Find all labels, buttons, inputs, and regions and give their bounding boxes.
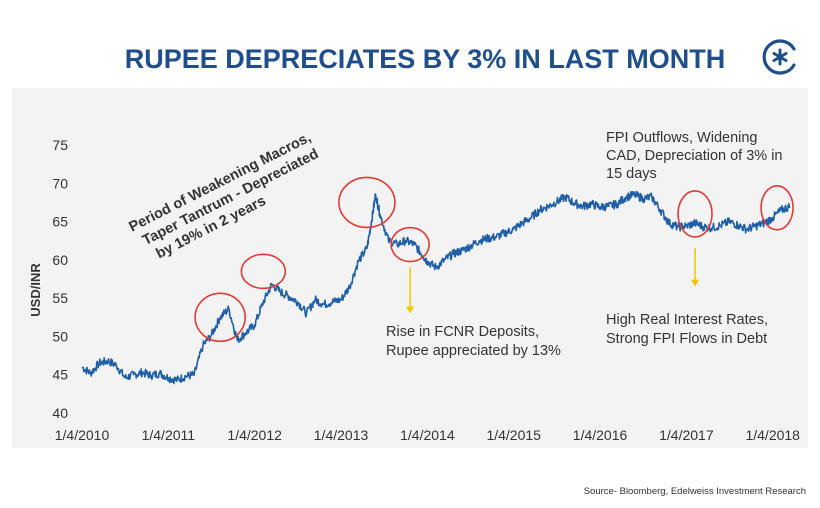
x-tick-label: 1/4/2011 bbox=[142, 427, 196, 443]
source-note: Source- Bloomberg, Edelweiss Investment … bbox=[584, 486, 806, 497]
asterisk-logo-icon bbox=[762, 39, 796, 75]
annotation-line: High Real Interest Rates, bbox=[606, 312, 768, 328]
annotation-line: CAD, Depreciation of 3% in bbox=[606, 148, 783, 164]
x-tick-label: 1/4/2018 bbox=[745, 427, 800, 443]
highlight-circle bbox=[240, 253, 287, 290]
annotation-line: Rupee appreciated by 13% bbox=[386, 343, 561, 359]
y-axis-title: USD/INR bbox=[28, 263, 43, 317]
x-tick-label: 1/4/2015 bbox=[486, 427, 541, 443]
y-tick-label: 65 bbox=[52, 214, 68, 230]
series-line bbox=[81, 190, 791, 385]
highlight-circle bbox=[338, 176, 396, 229]
annotation-fpi-outflows: FPI Outflows, Widening CAD, Depreciation… bbox=[606, 130, 787, 182]
y-axis-ticks: 40 45 50 55 60 65 70 75 bbox=[52, 137, 68, 421]
x-tick-label: 1/4/2016 bbox=[573, 427, 628, 443]
annotation-real-interest-rates: High Real Interest Rates, Strong FPI Flo… bbox=[606, 312, 772, 347]
highlight-circle bbox=[194, 292, 246, 343]
highlight-circle bbox=[760, 184, 794, 231]
y-tick-label: 75 bbox=[52, 137, 68, 153]
y-tick-label: 70 bbox=[52, 175, 68, 191]
y-tick-label: 60 bbox=[52, 252, 68, 268]
annotation-line: FPI Outflows, Widening bbox=[606, 130, 758, 146]
y-tick-label: 50 bbox=[52, 328, 68, 344]
annotation-line: Rise in FCNR Deposits, bbox=[386, 324, 539, 340]
highlight-circle bbox=[677, 190, 713, 238]
y-tick-label: 40 bbox=[52, 405, 68, 421]
annotation-arrow-head bbox=[691, 279, 700, 287]
x-tick-label: 1/4/2012 bbox=[227, 427, 282, 443]
annotation-fcnr-deposits: Rise in FCNR Deposits, Rupee appreciated… bbox=[386, 324, 561, 359]
x-axis-ticks: 1/4/2010 1/4/2011 1/4/2012 1/4/2013 1/4/2014… bbox=[55, 427, 800, 443]
x-tick-label: 1/4/2010 bbox=[55, 427, 110, 443]
y-tick-label: 55 bbox=[52, 290, 68, 306]
chart-title: RUPEE DEPRECIATES BY 3% IN LAST MONTH bbox=[125, 44, 726, 74]
y-tick-label: 45 bbox=[52, 367, 68, 383]
annotation-arrow-head bbox=[406, 306, 415, 314]
highlight-circles bbox=[194, 176, 794, 343]
x-tick-label: 1/4/2014 bbox=[400, 427, 455, 443]
highlight-circle bbox=[390, 226, 430, 263]
annotation-arrows bbox=[406, 248, 700, 314]
x-tick-label: 1/4/2013 bbox=[314, 427, 369, 443]
x-tick-label: 1/4/2017 bbox=[659, 427, 714, 443]
annotation-line: 15 days bbox=[606, 166, 657, 182]
annotation-line: Strong FPI Flows in Debt bbox=[606, 331, 767, 347]
series-layer bbox=[81, 190, 791, 385]
